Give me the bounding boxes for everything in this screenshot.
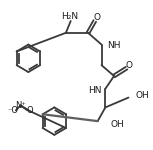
Text: O: O [26,106,33,115]
Text: OH: OH [135,91,149,100]
Text: O: O [126,61,133,70]
Text: ⁻O: ⁻O [7,106,19,115]
Text: N⁺: N⁺ [15,101,26,110]
Text: OH: OH [110,120,124,129]
Text: H₂N: H₂N [61,12,78,21]
Text: HN: HN [88,86,102,95]
Text: NH: NH [107,41,121,50]
Text: O: O [93,13,100,22]
